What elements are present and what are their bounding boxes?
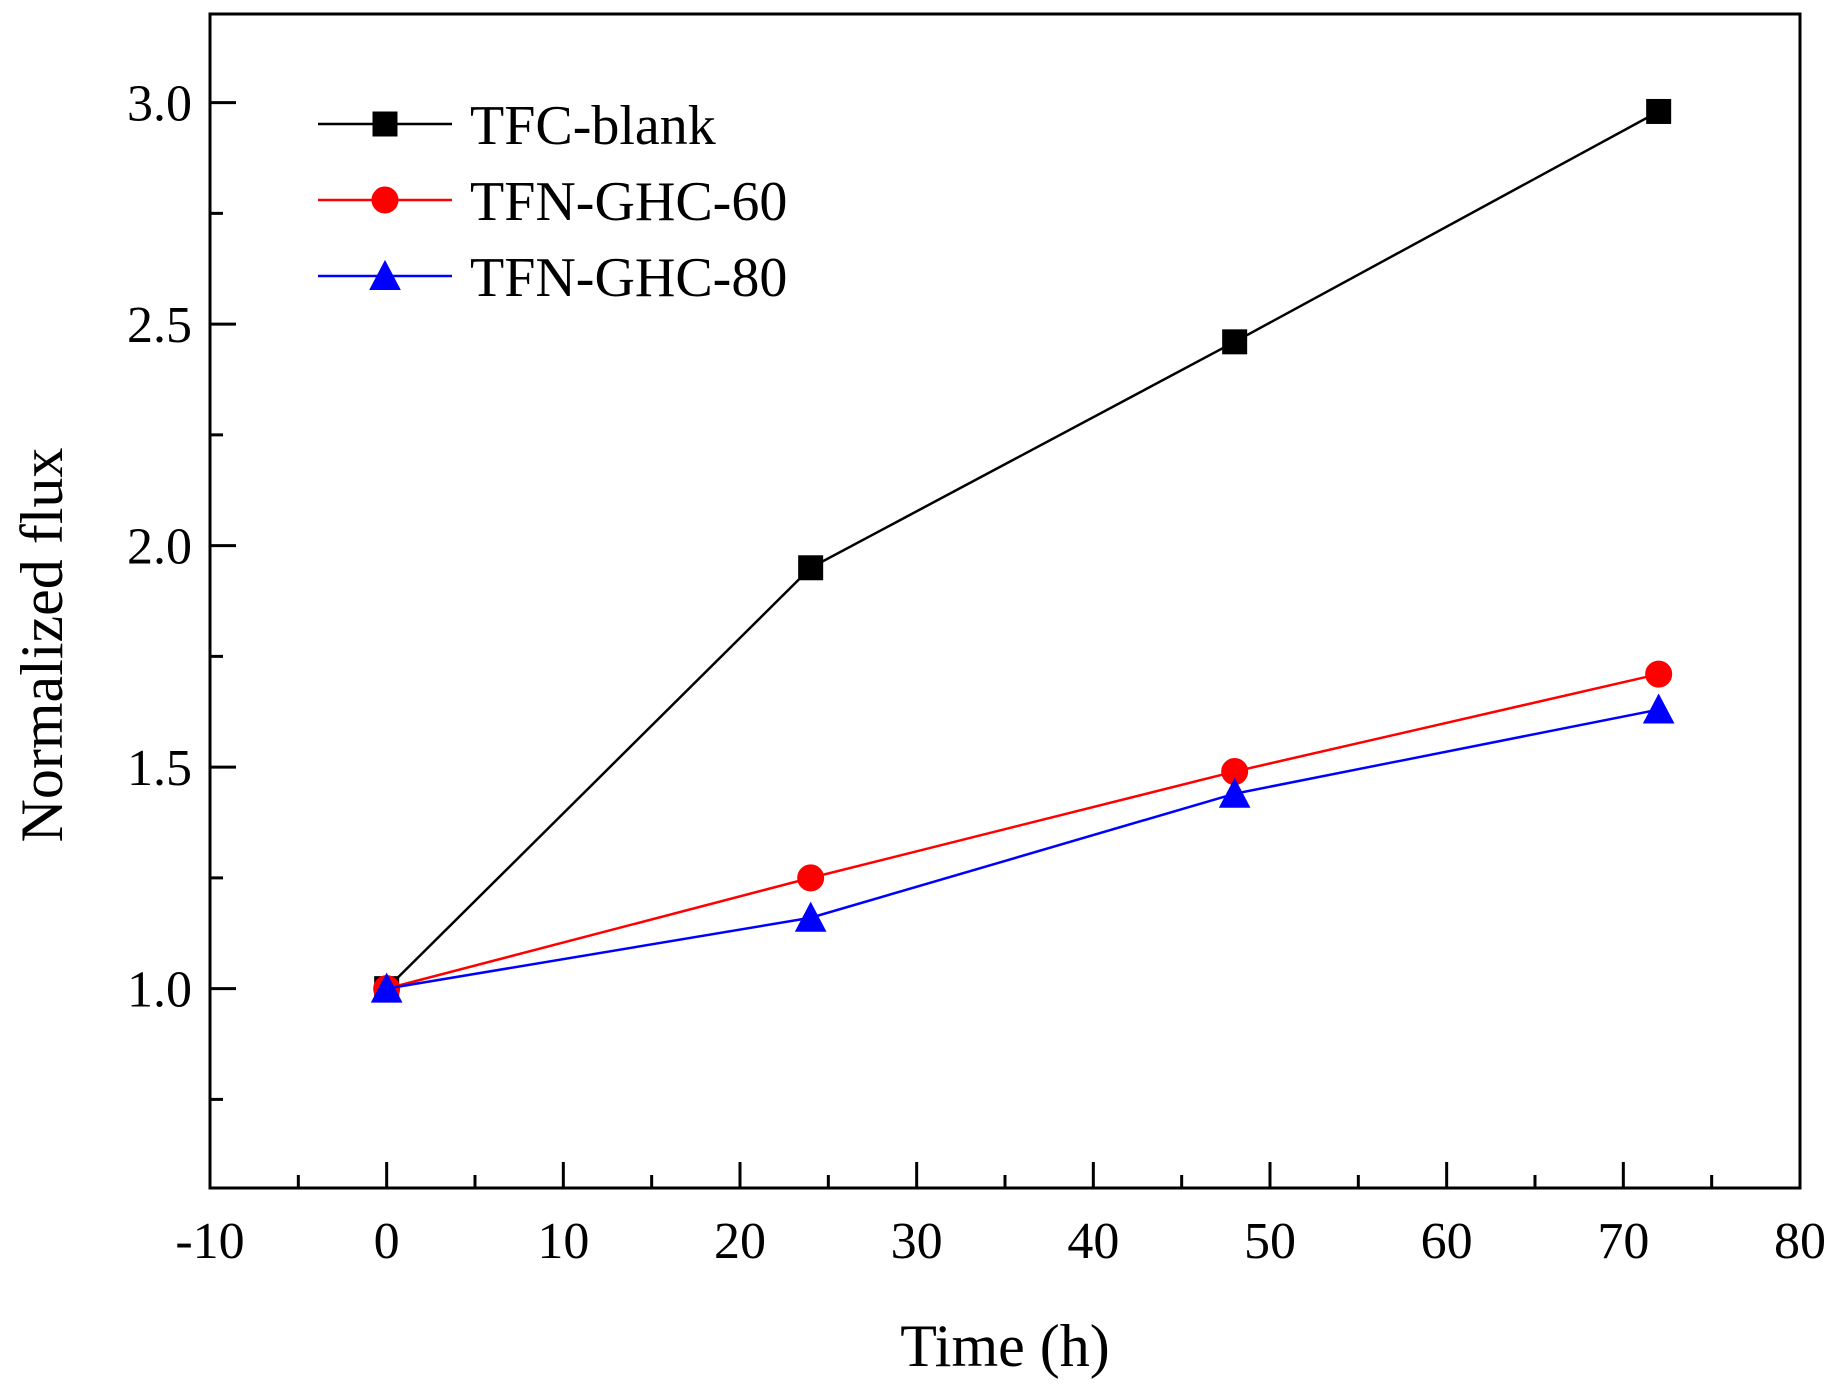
x-tick-label: 20 xyxy=(714,1213,766,1270)
series-line xyxy=(386,708,1659,990)
legend-label: TFN-GHC-60 xyxy=(470,171,787,233)
x-axis-label: Time (h) xyxy=(900,1313,1109,1379)
x-tick-label: -10 xyxy=(175,1213,244,1270)
plot-border xyxy=(208,12,1802,1190)
legend-entry: TFN-GHC-80 xyxy=(318,247,787,309)
series-line xyxy=(385,110,1660,990)
y-axis: 1.0 1.5 2.0 2.5 3.0 xyxy=(127,76,236,1101)
legend-label: TFN-GHC-80 xyxy=(470,247,787,309)
series-line xyxy=(386,672,1659,990)
data-point-triangle xyxy=(1642,693,1675,724)
y-tick-label: 1.0 xyxy=(127,962,192,1019)
legend-entry: TFN-GHC-60 xyxy=(318,171,787,233)
x-tick-label: 80 xyxy=(1774,1213,1826,1270)
legend-marker-triangle xyxy=(369,259,401,290)
plot-area xyxy=(208,12,1802,1190)
x-tick-label: 40 xyxy=(1067,1213,1119,1270)
legend-label: TFC-blank xyxy=(470,95,716,157)
y-tick-label: 2.5 xyxy=(127,297,192,354)
data-point-triangle xyxy=(1218,777,1251,808)
x-tick-label: 0 xyxy=(374,1213,400,1270)
x-axis: -10 0 10 20 30 40 50 60 70 80 xyxy=(175,1162,1826,1270)
x-tick-label: 10 xyxy=(537,1213,589,1270)
data-point-square xyxy=(1646,98,1672,124)
legend: TFC-blank TFN-GHC-60 TFN-GHC-80 xyxy=(318,95,787,309)
y-tick-label: 1.5 xyxy=(127,740,192,797)
data-point-square xyxy=(798,555,824,581)
data-point-square xyxy=(1222,329,1248,355)
y-tick-label: 2.0 xyxy=(127,519,192,576)
series-tfn-ghc-80 xyxy=(370,693,1675,1003)
series-layer xyxy=(370,98,1675,1003)
data-point-triangle xyxy=(370,972,403,1003)
data-point-triangle xyxy=(794,901,827,932)
series-tfn-ghc-60 xyxy=(373,660,1673,1003)
x-tick-label: 60 xyxy=(1421,1213,1473,1270)
legend-marker-circle xyxy=(371,186,399,214)
x-tick-label: 30 xyxy=(891,1213,943,1270)
y-axis-label: Normalized flux xyxy=(9,448,75,843)
x-tick-label: 70 xyxy=(1597,1213,1649,1270)
data-point-circle xyxy=(797,864,825,892)
data-point-circle xyxy=(1645,660,1673,688)
x-tick-label: 50 xyxy=(1244,1213,1296,1270)
legend-entry: TFC-blank xyxy=(318,95,716,157)
series-tfc-blank xyxy=(374,98,1672,1002)
legend-marker-square xyxy=(372,111,398,137)
y-tick-label: 3.0 xyxy=(127,76,192,133)
